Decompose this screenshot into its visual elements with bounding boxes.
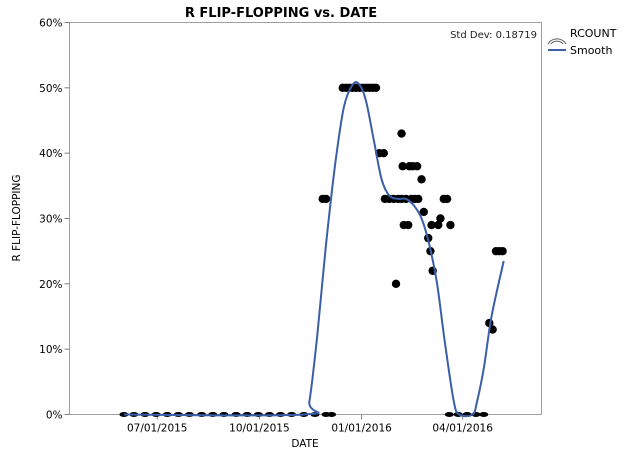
data-point: [397, 129, 406, 138]
data-point: [434, 220, 443, 230]
data-point: [417, 175, 426, 184]
legend: RCOUNT Smooth: [547, 27, 617, 57]
y-tick-label: 10%: [39, 344, 62, 356]
data-point: [398, 162, 407, 171]
x-tick-label: 07/01/2015: [127, 423, 188, 435]
data-point: [412, 162, 422, 171]
x-tick-label: 01/01/2016: [331, 423, 392, 435]
legend-rcount-icon: [547, 38, 567, 45]
data-point: [444, 412, 454, 417]
x-axis-ticks: 07/01/2015 10/01/2015 01/01/2016 04/01/2016: [127, 414, 493, 435]
data-point: [436, 214, 445, 223]
y-tick-label: 50%: [39, 83, 62, 95]
data-point: [498, 246, 507, 256]
x-axis-label: DATE: [291, 438, 318, 450]
x-tick-label: 04/01/2016: [432, 423, 493, 435]
data-point: [371, 83, 381, 93]
legend-rcount-label: RCOUNT: [570, 27, 617, 40]
y-tick-label: 40%: [39, 148, 62, 160]
data-point: [479, 412, 489, 417]
data-point: [391, 279, 401, 289]
smooth-line: [123, 81, 505, 418]
plot-frame: [69, 22, 542, 415]
data-point: [442, 194, 452, 204]
y-tick-label: 30%: [39, 214, 62, 226]
y-axis-ticks: 0% 10% 20% 30% 40% 50% 60%: [39, 18, 70, 422]
data-point: [379, 148, 388, 158]
x-tick-label: 10/01/2015: [229, 423, 290, 435]
y-axis-label-group: R FLIP-FLOPPING: [11, 174, 23, 261]
data-point: [327, 412, 337, 417]
data-point: [414, 194, 423, 204]
std-dev-annotation: Std Dev: 0.18719: [450, 30, 537, 41]
y-axis-label: R FLIP-FLOPPING: [11, 174, 23, 261]
chart-title: R FLIP-FLOPPING vs. DATE: [185, 6, 377, 21]
y-tick-label: 20%: [39, 279, 62, 291]
y-tick-label: 60%: [39, 18, 62, 30]
smooth-line-layer: [123, 81, 505, 418]
data-point: [446, 220, 455, 230]
legend-smooth-label: Smooth: [570, 44, 612, 57]
data-point: [321, 194, 331, 204]
y-tick-label: 0%: [46, 410, 63, 422]
data-point: [404, 220, 413, 230]
data-point: [419, 207, 428, 217]
data-point: [427, 220, 436, 230]
